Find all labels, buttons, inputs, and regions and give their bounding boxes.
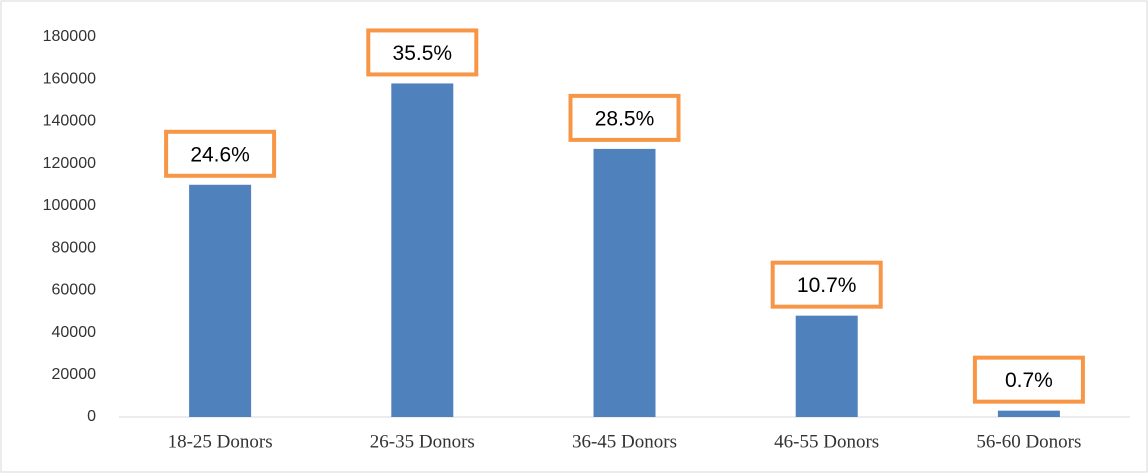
y-tick-label: 180000 <box>43 28 96 45</box>
annotation-box <box>972 355 1085 404</box>
x-tick-label: 46-55 Donors <box>774 431 879 452</box>
annotation-box <box>366 28 479 77</box>
bar <box>593 148 656 417</box>
annotation-box <box>770 260 883 309</box>
annotation-box <box>164 129 277 178</box>
annotation-label: 0.7% <box>1005 369 1053 392</box>
y-tick-label: 80000 <box>52 239 97 256</box>
y-tick-label: 160000 <box>43 70 96 87</box>
y-tick-label: 20000 <box>52 366 97 383</box>
y-tick-label: 0 <box>87 408 96 425</box>
x-tick-label: 26-35 Donors <box>370 431 475 452</box>
bar <box>189 184 252 417</box>
y-tick-label: 40000 <box>52 324 97 341</box>
bar <box>997 410 1060 417</box>
annotation-label: 35.5% <box>393 42 453 65</box>
x-tick-label: 36-45 Donors <box>572 431 677 452</box>
y-tick-label: 60000 <box>52 282 97 299</box>
annotation-label: 28.5% <box>595 107 655 130</box>
x-tick-label: 18-25 Donors <box>168 431 273 452</box>
bar <box>795 315 858 417</box>
annotation-label: 24.6% <box>190 143 250 166</box>
bar <box>391 83 454 417</box>
y-tick-label: 140000 <box>43 113 96 130</box>
annotation-box <box>568 93 681 142</box>
y-tick-label: 120000 <box>43 155 96 172</box>
y-tick-label: 100000 <box>43 197 96 214</box>
annotation-label: 10.7% <box>797 274 857 297</box>
x-tick-label: 56-60 Donors <box>976 431 1081 452</box>
